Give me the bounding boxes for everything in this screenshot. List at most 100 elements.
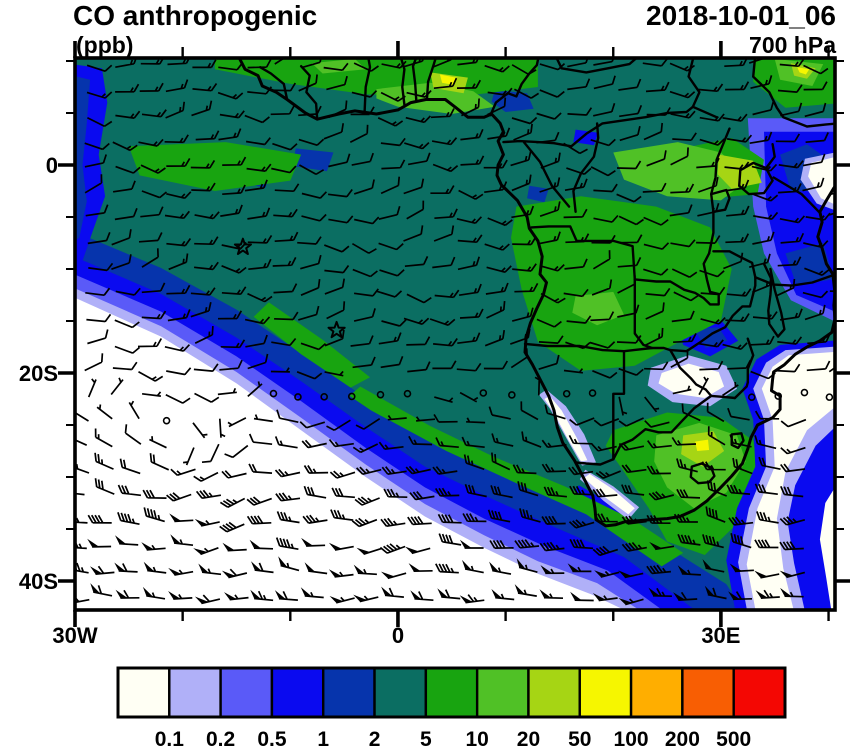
calm-wind-circle: [320, 393, 328, 401]
station-star-icon: [327, 320, 346, 339]
border-path: [669, 276, 757, 353]
border-path: [523, 342, 672, 353]
border-path: [555, 58, 639, 74]
colorbar-label: 0.5: [257, 728, 287, 750]
lake-victoria-outline: [738, 161, 774, 196]
border-path: [710, 188, 731, 213]
lon-tick-label: 0: [392, 623, 404, 648]
contour-fill: [797, 67, 810, 75]
border-path: [633, 278, 654, 350]
colorbar-label: 0.2: [206, 728, 235, 750]
contour-fill: [787, 427, 835, 610]
border-path: [669, 348, 737, 400]
station-star-markers: [233, 237, 346, 339]
border-path: [522, 140, 571, 208]
contour-fill: [439, 74, 457, 85]
map-frame-ticks: [58, 41, 850, 627]
colorbar-label: 0.1: [155, 728, 185, 750]
map-frame: [73, 56, 837, 612]
contour-fill: [511, 196, 732, 371]
colorbar-label: 500: [716, 728, 751, 750]
contour-fill: [311, 58, 366, 74]
contour-fill: [128, 142, 302, 191]
contour-fill: [573, 129, 599, 146]
contour-fill: [658, 363, 725, 398]
calm-wind-circle: [825, 393, 834, 401]
colorbar-segment: [116, 666, 171, 719]
colorbar-segment: [629, 666, 684, 719]
lat-tick-label: 40S: [19, 569, 58, 594]
border-path: [733, 337, 755, 400]
contour-fill: [819, 487, 835, 610]
colorbar-label: 5: [420, 728, 432, 750]
calm-wind-circle: [269, 389, 278, 398]
border-path: [570, 105, 718, 148]
wind-barbs: [75, 58, 835, 606]
border-path: [772, 176, 822, 214]
lat-tick-label: 0: [46, 153, 58, 178]
colorbar: 0.1 0.2 0.5 1 2 5 10 20 50 100 200 500: [116, 666, 787, 750]
co-filled-contours: [75, 58, 835, 610]
colorbar-label: 20: [517, 728, 540, 750]
contour-fill: [808, 157, 835, 205]
colorbar-outline: [116, 666, 787, 719]
border-path: [574, 394, 713, 466]
border-path: [530, 225, 636, 281]
plot-title: CO anthropogenic: [73, 0, 317, 31]
wind-barb-flags: [75, 513, 794, 605]
contour-fill: [694, 327, 728, 348]
calm-wind-circle: [562, 389, 571, 398]
colorbar-segment: [373, 666, 428, 719]
calm-wind-circle: [479, 389, 488, 397]
border-path: [764, 143, 776, 170]
border-path: [762, 262, 786, 338]
colorbar-segment: [322, 666, 376, 719]
plot-level: 700 hPa: [749, 32, 836, 58]
coastlines-and-borders: [237, 58, 839, 528]
border-path: [299, 65, 319, 121]
calm-wind-circle: [376, 390, 385, 399]
border-path: [399, 58, 406, 106]
coastline-path: [237, 58, 835, 528]
calm-wind-circle: [403, 389, 412, 398]
lon-tick-label: 30W: [52, 623, 97, 648]
calm-wind-circle: [774, 392, 783, 400]
colorbar-segment: [578, 666, 633, 719]
colorbar-label: 1: [317, 728, 329, 750]
contour-fill: [584, 473, 635, 515]
border-path: [363, 58, 372, 114]
colorbar-segment: [424, 666, 479, 719]
border-path: [687, 58, 701, 108]
colorbar-segment: [732, 666, 787, 719]
calm-wind-circle: [747, 393, 756, 402]
colorbar-label: 2: [369, 728, 381, 750]
colorbar-segment: [219, 666, 274, 719]
colorbar-label: 50: [568, 728, 591, 750]
calm-wind-circle: [588, 389, 597, 397]
border-path: [425, 58, 437, 100]
border-path: [612, 350, 626, 461]
colorbar-segment: [681, 666, 735, 719]
contour-fill: [292, 148, 334, 172]
calm-wind-circle: [800, 388, 809, 397]
wind-barb-staffs: [75, 58, 835, 606]
colorbar-label: 200: [665, 728, 700, 750]
colorbar-segment: [270, 666, 325, 719]
colorbar-label: 10: [465, 728, 488, 750]
border-path: [572, 122, 600, 213]
colorbar-segment: [527, 666, 581, 719]
border-path: [259, 66, 289, 101]
border-path: [411, 58, 418, 102]
border-path: [837, 136, 839, 173]
plot-datetime: 2018-10-01_06: [646, 0, 836, 31]
contour-fill: [253, 302, 370, 388]
border-path: [489, 58, 540, 117]
calm-wind-circle: [162, 416, 171, 425]
border-path: [633, 252, 720, 306]
calm-wind-circle: [294, 393, 302, 401]
lon-tick-label: 30E: [701, 623, 740, 648]
contour-fill: [695, 439, 710, 451]
calm-wind-circle: [508, 391, 516, 399]
